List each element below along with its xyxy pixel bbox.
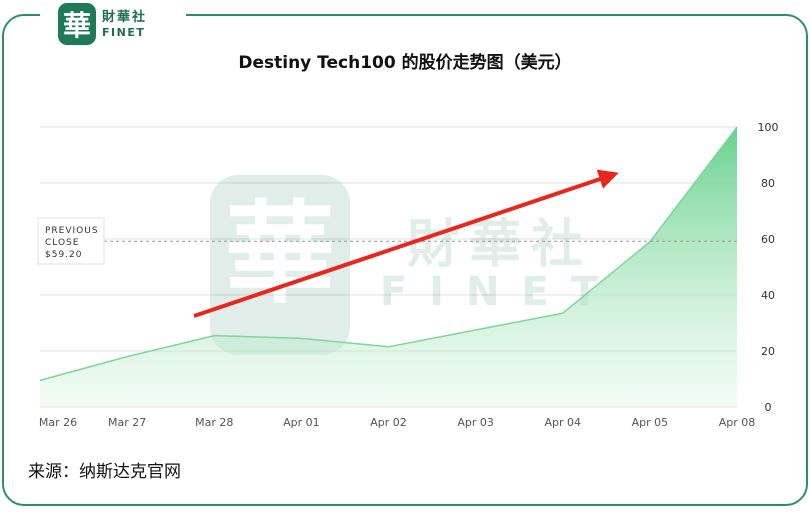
x-tick-label: Apr 03 [457, 416, 494, 429]
data-point [736, 126, 738, 128]
area-series [40, 127, 737, 407]
data-point [475, 329, 477, 331]
watermark-en: FINET [380, 269, 620, 315]
watermark-seal-char: 華 [225, 189, 335, 318]
x-tick-label: Apr 01 [283, 416, 320, 429]
data-point [213, 335, 215, 337]
y-tick-label: 0 [765, 401, 772, 414]
x-tick-label: Mar 28 [195, 416, 233, 429]
watermark: 華 財華社 FINET [210, 175, 620, 355]
watermark-cn: 財華社 [407, 215, 593, 275]
x-tick-label: Apr 05 [632, 416, 669, 429]
previous-close-label-box [37, 217, 105, 265]
y-tick-label: 80 [761, 177, 775, 190]
tick-layer: 0 20 40 60 80 100 Mar 26 Mar 27 Mar 28 Apr 01 Apr … [39, 121, 779, 429]
data-point [388, 346, 389, 348]
x-tick-label: Apr 02 [370, 416, 407, 429]
y-tick-label: 20 [761, 345, 775, 358]
previous-close-label: PREVIOUS [45, 226, 99, 236]
trend-arrow [193, 169, 619, 318]
previous-close-label: CLOSE [45, 238, 79, 248]
source-note: 来源：纳斯达克官网 [28, 462, 181, 482]
y-tick-label: 40 [761, 289, 775, 302]
y-tick-label: 100 [758, 121, 779, 134]
data-point [300, 337, 302, 339]
previous-close-label: $59.20 [45, 250, 83, 260]
logo-name-cn: 財華社 [102, 9, 148, 25]
x-tick-label: Mar 26 [39, 416, 77, 429]
watermark-seal [210, 175, 350, 355]
data-point [562, 312, 564, 314]
x-tick-label: Apr 08 [719, 416, 756, 429]
x-tick-label: Mar 27 [108, 416, 146, 429]
chart-title: Destiny Tech100 的股价走势图（美元） [238, 53, 572, 73]
x-tick-label: Apr 04 [544, 416, 581, 429]
area-layer [39, 126, 738, 407]
logo-name-en: FINET [102, 25, 146, 39]
logo-seal: 華 [58, 3, 96, 45]
data-point [39, 379, 41, 381]
data-point [126, 356, 128, 358]
y-tick-label: 60 [761, 233, 775, 246]
reference-layer: PREVIOUS CLOSE $59.20 [37, 217, 737, 265]
brand-logo: 華 財華社 FINET [40, 0, 186, 48]
